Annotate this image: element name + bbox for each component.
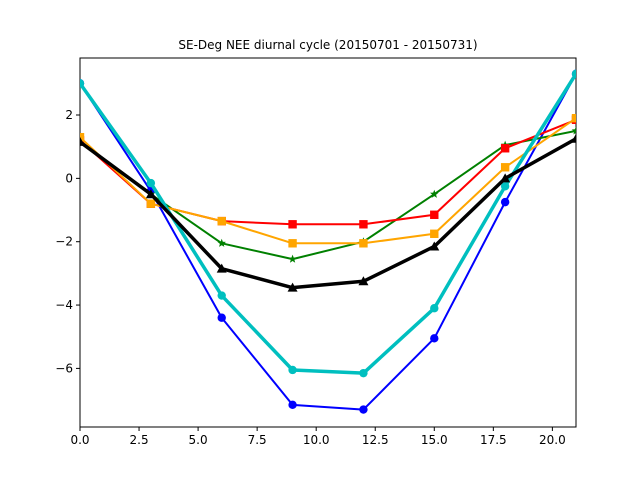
data-point <box>500 197 510 207</box>
y-tick-label: 2 <box>65 108 73 122</box>
data-point <box>146 199 156 208</box>
data-point <box>430 229 439 238</box>
data-point <box>288 400 297 410</box>
series-3 <box>80 115 576 229</box>
data-point <box>359 220 368 229</box>
series-5 <box>80 69 576 378</box>
data-point <box>288 254 297 263</box>
data-point <box>571 126 576 135</box>
x-tick-label: 12.5 <box>362 433 389 447</box>
data-point <box>429 241 440 251</box>
series-line <box>80 73 576 411</box>
data-point <box>288 239 297 248</box>
data-point <box>80 79 85 88</box>
data-point <box>288 220 297 229</box>
series-line <box>80 137 576 290</box>
data-point <box>500 144 510 153</box>
data-point <box>146 178 156 188</box>
x-tick-label: 0.0 <box>70 433 89 447</box>
x-tick-label: 15.0 <box>421 433 448 447</box>
data-point <box>500 182 510 191</box>
series-1 <box>80 69 576 414</box>
x-tick-label: 10.0 <box>303 433 330 447</box>
data-point <box>288 365 297 375</box>
data-point <box>430 189 439 198</box>
data-point <box>217 313 226 322</box>
x-tick-label: 7.5 <box>248 433 267 447</box>
y-tick-label: −2 <box>55 235 73 249</box>
data-point <box>359 239 368 248</box>
y-tick-label: 0 <box>65 171 73 185</box>
data-point <box>359 405 368 414</box>
data-point <box>145 189 156 199</box>
data-point <box>430 334 439 343</box>
data-point <box>358 276 369 286</box>
series-line <box>80 72 576 375</box>
data-point <box>500 173 511 183</box>
data-point <box>359 368 368 378</box>
data-point <box>571 69 576 79</box>
data-point <box>571 113 576 123</box>
data-point <box>571 133 576 143</box>
chart-title: SE-Deg NEE diurnal cycle (20150701 - 201… <box>178 38 477 52</box>
x-tick-label: 2.5 <box>130 433 149 447</box>
series-6 <box>80 133 576 292</box>
y-tick-label: −6 <box>55 361 73 375</box>
data-point <box>430 210 439 219</box>
y-tick-label: −4 <box>55 298 73 312</box>
x-tick-label: 17.5 <box>480 433 507 447</box>
data-point <box>80 136 85 146</box>
plot-area: 0.0 2.5 5.0 7.5 10.0 12.5 15.0 17.5 20.0 2 0 −2 −4 −6 <box>55 57 577 447</box>
data-point <box>430 304 439 313</box>
x-tick-label: 20.0 <box>539 433 566 447</box>
data-point <box>80 132 85 142</box>
data-point <box>216 263 227 273</box>
data-point <box>287 282 298 292</box>
axes-frame <box>79 57 577 428</box>
data-point <box>217 291 226 300</box>
data-point <box>217 238 226 247</box>
series-layer <box>80 69 576 414</box>
data-point <box>500 163 510 172</box>
x-tick-label: 5.0 <box>189 433 208 447</box>
data-point <box>217 216 226 226</box>
